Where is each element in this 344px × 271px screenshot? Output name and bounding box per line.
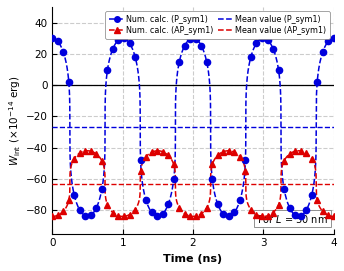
- Text: For $L$ = 50 nm: For $L$ = 50 nm: [257, 212, 328, 225]
- Y-axis label: $W_{\rm int}$ ($\times$10$^{-14}$ erg): $W_{\rm int}$ ($\times$10$^{-14}$ erg): [7, 75, 23, 166]
- Legend: Num. calc. (P_sym1), Num. calc. (AP_sym1), Mean value (P_sym1), Mean value (AP_s: Num. calc. (P_sym1), Num. calc. (AP_sym1…: [105, 11, 330, 39]
- X-axis label: Time (ns): Time (ns): [163, 254, 223, 264]
